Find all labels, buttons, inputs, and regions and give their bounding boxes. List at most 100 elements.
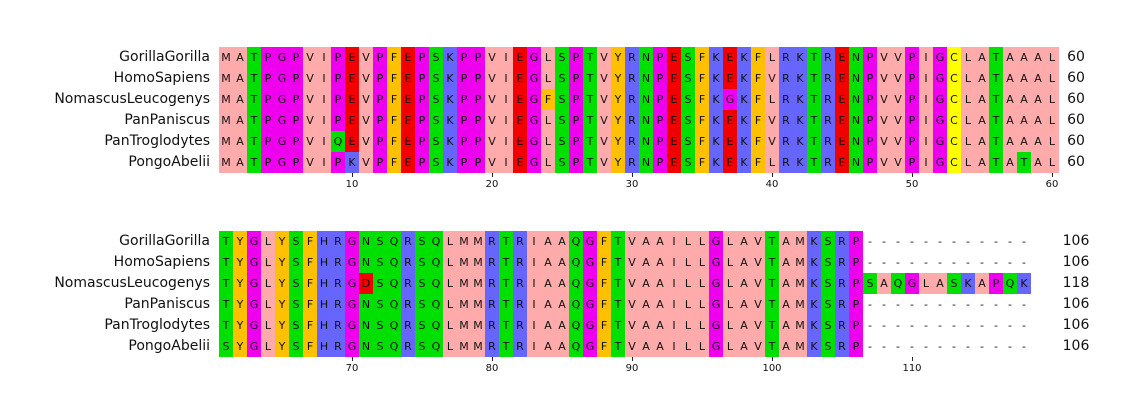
residue-cell: A — [779, 231, 793, 252]
residue-cell: I — [527, 294, 541, 315]
residue-cell: A — [639, 315, 653, 336]
residue-cell: L — [443, 336, 457, 357]
residue-cell: I — [317, 131, 331, 152]
gap-cell: - — [966, 235, 970, 248]
residue-cell: I — [667, 336, 681, 357]
residue-cell: V — [485, 131, 499, 152]
residue-cell: S — [415, 336, 429, 357]
residue-cell: P — [471, 47, 485, 68]
residue-cell: M — [219, 89, 233, 110]
residue-cell: P — [415, 131, 429, 152]
residue-cell: F — [303, 336, 317, 357]
residue-cell: R — [821, 89, 835, 110]
residue-cell: K — [1017, 273, 1031, 294]
residue-cell: K — [443, 131, 457, 152]
residue-cell: M — [471, 336, 485, 357]
residue-cell: F — [695, 89, 709, 110]
residue-cell: A — [233, 47, 247, 68]
residue-cell: T — [611, 336, 625, 357]
residue-count: 106 — [1062, 254, 1090, 270]
gap-cell: - — [994, 298, 998, 311]
tick-mark — [912, 357, 913, 361]
residue-cell: V — [597, 152, 611, 173]
residue-cell: R — [331, 315, 345, 336]
residue-cell: E — [345, 89, 359, 110]
residue-cell: Q — [569, 273, 583, 294]
residue-cell: I — [919, 131, 933, 152]
residue-cell: P — [905, 47, 919, 68]
residue-cell: A — [653, 336, 667, 357]
residue-cell: S — [219, 336, 233, 357]
residue-cell: I — [499, 89, 513, 110]
gap-cell: - — [910, 235, 914, 248]
residue-cell: A — [1003, 47, 1017, 68]
residue-cell: K — [961, 273, 975, 294]
residue-cell: R — [401, 273, 415, 294]
residue-cell: Y — [233, 273, 247, 294]
residue-cell: R — [835, 273, 849, 294]
residue-cell: T — [807, 131, 821, 152]
residue-cell: G — [275, 68, 289, 89]
residue-cell: A — [1017, 89, 1031, 110]
residue-cell: A — [233, 131, 247, 152]
residue-cell: T — [583, 110, 597, 131]
residue-cell: E — [345, 68, 359, 89]
residue-cell: L — [723, 294, 737, 315]
residue-cell: A — [737, 336, 751, 357]
residue-cell: M — [471, 231, 485, 252]
residue-cell: A — [555, 273, 569, 294]
residue-cell: C — [947, 47, 961, 68]
residue-cell: L — [541, 68, 555, 89]
residue-cell: G — [527, 110, 541, 131]
residue-cell: A — [1017, 47, 1031, 68]
residue-cell: A — [737, 315, 751, 336]
residue-cell: R — [779, 152, 793, 173]
residue-cell: P — [905, 110, 919, 131]
residue-cell: I — [499, 131, 513, 152]
gap-cell: - — [882, 298, 886, 311]
residue-cell: Y — [233, 294, 247, 315]
residue-cell: P — [849, 336, 863, 357]
residue-cell: I — [499, 47, 513, 68]
residue-cell: P — [331, 68, 345, 89]
residue-count: 60 — [1067, 91, 1085, 107]
residue-cell: V — [765, 68, 779, 89]
residue-cell: P — [457, 131, 471, 152]
residue-cell: P — [849, 273, 863, 294]
residue-cell: A — [233, 89, 247, 110]
residue-cell: K — [793, 89, 807, 110]
residue-cell: C — [947, 110, 961, 131]
residue-cell: T — [499, 231, 513, 252]
residue-cell: I — [919, 152, 933, 173]
residue-cell: Y — [611, 89, 625, 110]
gap-cell: - — [1022, 235, 1026, 248]
residue-cell: A — [737, 294, 751, 315]
residue-cell: T — [989, 68, 1003, 89]
residue-cell: P — [373, 68, 387, 89]
residue-cell: S — [429, 68, 443, 89]
residue-cell: E — [723, 110, 737, 131]
residue-cell: A — [779, 252, 793, 273]
residue-cell: K — [793, 68, 807, 89]
residue-cell: V — [751, 231, 765, 252]
gap-cell: - — [910, 319, 914, 332]
sequence-name: PongoAbelii — [128, 338, 210, 354]
residue-cell: I — [317, 47, 331, 68]
residue-cell: P — [653, 47, 667, 68]
tick-mark — [772, 357, 773, 361]
residue-cell: L — [765, 89, 779, 110]
residue-cell: L — [261, 294, 275, 315]
residue-cell: G — [527, 131, 541, 152]
residue-cell: A — [779, 294, 793, 315]
residue-cell: T — [765, 336, 779, 357]
residue-cell: P — [849, 231, 863, 252]
residue-cell: G — [933, 131, 947, 152]
residue-cell: P — [331, 110, 345, 131]
residue-cell: V — [359, 47, 373, 68]
residue-cell: F — [597, 294, 611, 315]
residue-cell: L — [961, 110, 975, 131]
residue-cell: T — [247, 89, 261, 110]
residue-cell: G — [933, 47, 947, 68]
gap-cell: - — [910, 340, 914, 353]
residue-cell: F — [597, 231, 611, 252]
